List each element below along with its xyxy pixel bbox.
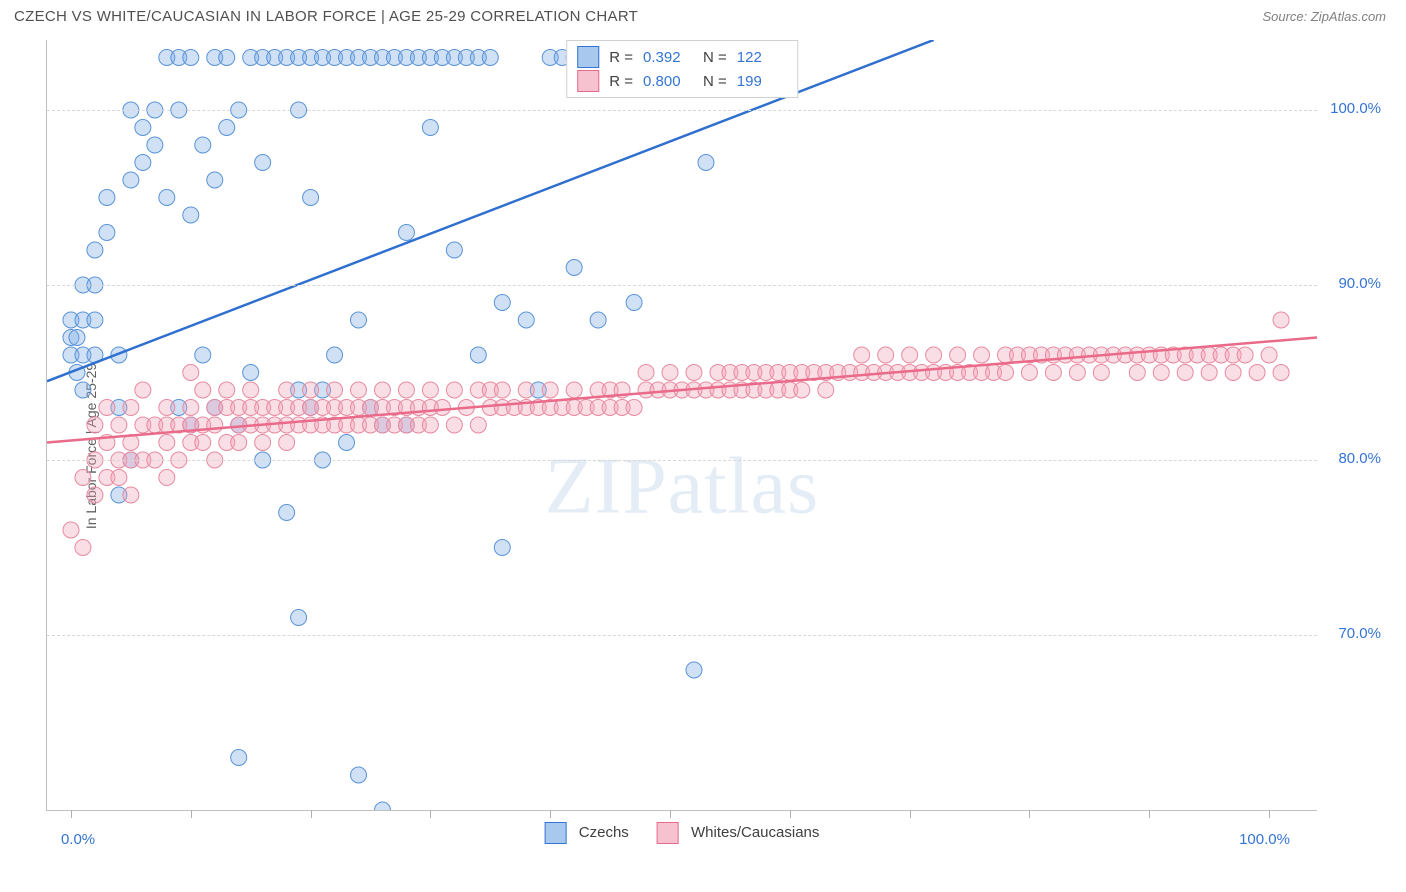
swatch-icon — [545, 822, 567, 844]
x-tick — [311, 810, 312, 818]
legend-item-czechs: Czechs — [545, 822, 629, 844]
chart-header: CZECH VS WHITE/CAUCASIAN IN LABOR FORCE … — [0, 0, 1406, 31]
n-label: N = — [703, 49, 727, 66]
swatch-icon — [577, 46, 599, 68]
swatch-icon — [577, 70, 599, 92]
y-tick-label: 80.0% — [1338, 450, 1381, 467]
x-tick — [1029, 810, 1030, 818]
y-tick-label: 100.0% — [1330, 100, 1381, 117]
gridline — [47, 460, 1317, 461]
y-tick-label: 90.0% — [1338, 275, 1381, 292]
swatch-icon — [657, 822, 679, 844]
chart-title: CZECH VS WHITE/CAUCASIAN IN LABOR FORCE … — [14, 8, 638, 25]
x-tick — [430, 810, 431, 818]
x-tick — [790, 810, 791, 818]
y-tick-label: 70.0% — [1338, 625, 1381, 642]
x-tick-label: 100.0% — [1239, 831, 1290, 848]
stats-legend: R = 0.392 N = 122 R = 0.800 N = 199 — [566, 40, 798, 98]
x-tick-label: 0.0% — [61, 831, 95, 848]
x-tick — [910, 810, 911, 818]
chart-area: ZIPatlas R = 0.392 N = 122 R = 0.800 N =… — [46, 40, 1317, 811]
series-legend: Czechs Whites/Caucasians — [545, 822, 820, 844]
x-tick — [1149, 810, 1150, 818]
n-value: 122 — [737, 49, 787, 66]
legend-item-whites: Whites/Caucasians — [657, 822, 820, 844]
legend-label: Whites/Caucasians — [691, 824, 819, 841]
r-label: R = — [609, 49, 633, 66]
n-value: 199 — [737, 73, 787, 90]
x-tick — [191, 810, 192, 818]
n-label: N = — [703, 73, 727, 90]
x-tick — [1269, 810, 1270, 818]
gridline — [47, 110, 1317, 111]
r-value: 0.392 — [643, 49, 693, 66]
x-tick — [670, 810, 671, 818]
legend-label: Czechs — [579, 824, 629, 841]
x-tick — [71, 810, 72, 818]
gridline — [47, 285, 1317, 286]
r-label: R = — [609, 73, 633, 90]
r-value: 0.800 — [643, 73, 693, 90]
x-tick — [550, 810, 551, 818]
stats-row-whites: R = 0.800 N = 199 — [577, 69, 787, 93]
scatter-plot-svg — [47, 40, 1317, 810]
source-label: Source: ZipAtlas.com — [1262, 9, 1386, 24]
gridline — [47, 635, 1317, 636]
stats-row-czechs: R = 0.392 N = 122 — [577, 45, 787, 69]
